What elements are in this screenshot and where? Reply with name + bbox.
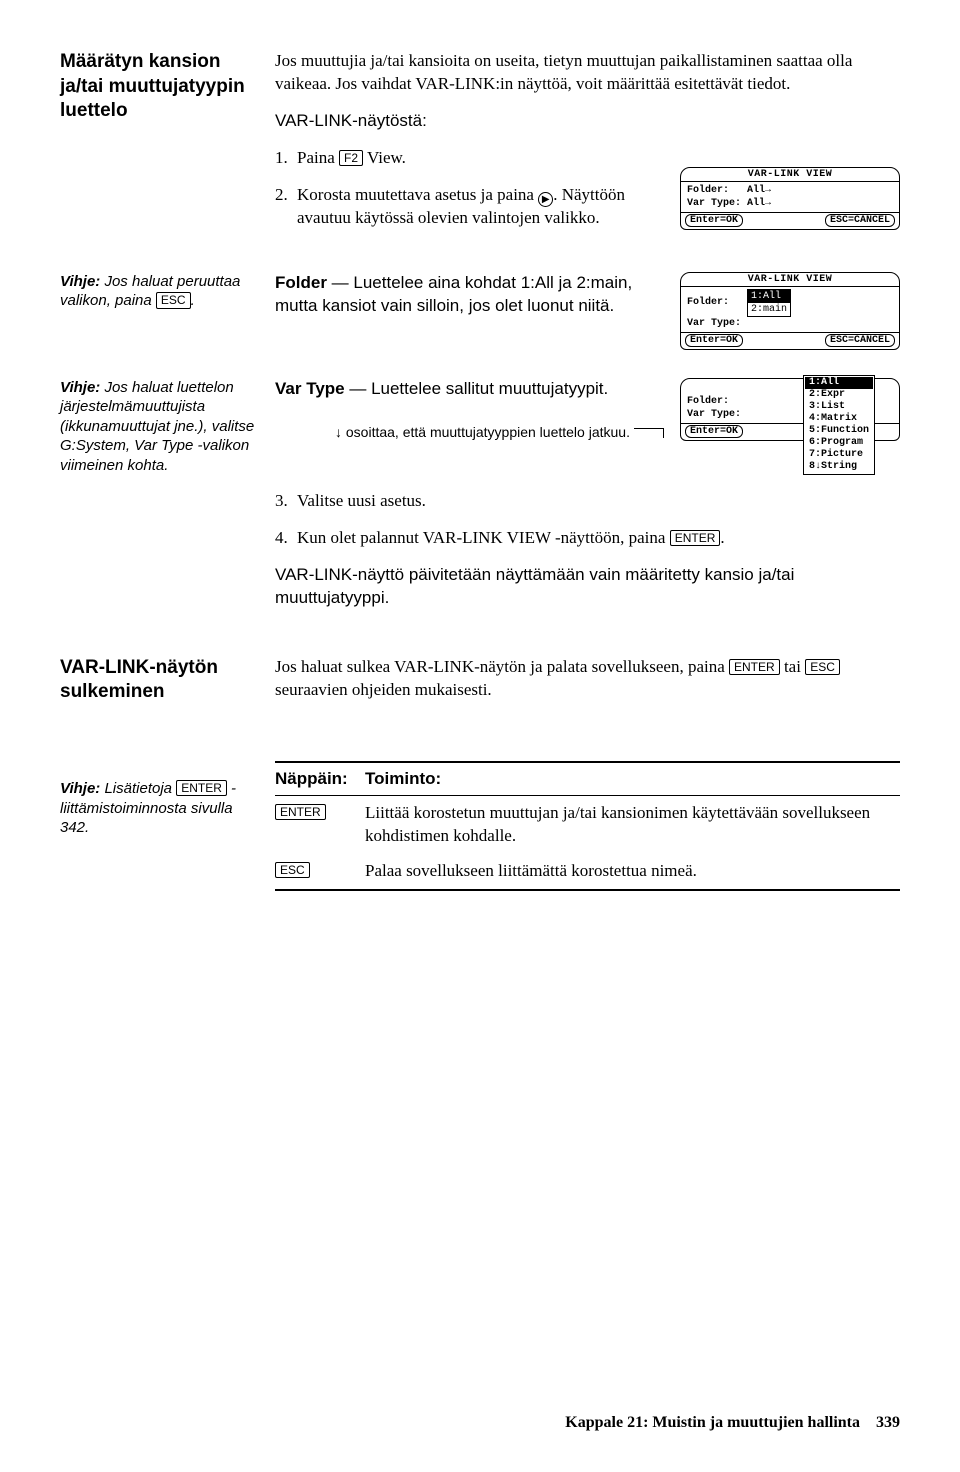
- folder-description: Folder — Luettelee aina kohdat 1:All ja …: [275, 272, 665, 318]
- calc-type-label: Var Type:: [687, 197, 747, 210]
- text-part: tai: [780, 657, 806, 676]
- vartype-text: — Luettelee sallitut muuttujatyypit.: [345, 379, 609, 398]
- dropdown-option-1: 1:All: [748, 290, 790, 303]
- section-heading: VAR-LINK-näytön sulkeminen: [60, 656, 260, 705]
- calculator-screen-3: VAR-LINK VIEW Folder: Var Type: Enter=OK…: [680, 378, 900, 478]
- calc-esc-button: ESC=CANCEL: [825, 214, 895, 227]
- calc-folder-value: All→: [747, 184, 771, 197]
- calc-type-label: Var Type:: [687, 408, 747, 421]
- step-2: Korosta muutettava asetus ja paina ▶. Nä…: [275, 184, 665, 230]
- enter-key-icon: ENTER: [670, 530, 721, 546]
- calculator-screen-2: VAR-LINK VIEW Folder: 1:All 2:main Var T…: [680, 272, 900, 350]
- table-row: ENTER Liittää korostetun muuttujan ja/ta…: [275, 796, 900, 854]
- dropdown-option: 8↓String: [805, 461, 873, 473]
- close-paragraph: Jos haluat sulkea VAR-LINK-näytön ja pal…: [275, 656, 900, 702]
- section-heading: Määrätyn kansion ja/tai muuttujatyypin l…: [60, 50, 260, 124]
- enter-key-icon: ENTER: [729, 659, 780, 675]
- calc-enter-button: Enter=OK: [685, 214, 743, 227]
- f2-key-icon: F2: [339, 150, 363, 166]
- dropdown-option: 1:All: [805, 377, 873, 389]
- enter-key-icon: ENTER: [176, 780, 227, 796]
- chapter-label: Kappale 21: Muistin ja muuttujien hallin…: [565, 1414, 860, 1431]
- step-text-after: View.: [363, 148, 406, 167]
- folder-text: — Luettelee aina kohdat 1:All ja 2:main,…: [275, 273, 632, 315]
- calc-folder-label: Folder:: [687, 184, 747, 197]
- table-header-row: Näppäin: Toiminto:: [275, 761, 900, 796]
- calc-folder-label: Folder:: [687, 296, 747, 309]
- calc-esc-button: ESC=CANCEL: [825, 334, 895, 347]
- calc-title: VAR-LINK VIEW: [681, 168, 899, 182]
- calc-type-label: Var Type:: [687, 317, 747, 330]
- table-cell-description: Liittää korostetun muuttujan ja/tai kans…: [365, 802, 900, 848]
- table-cell-description: Palaa sovellukseen liittämättä korostett…: [365, 860, 900, 883]
- vartype-description: Var Type — Luettelee sallitut muuttujaty…: [275, 378, 665, 401]
- steps-list-continued: Valitse uusi asetus. Kun olet palannut V…: [275, 490, 900, 550]
- arrow-continuation-note: ↓ osoittaa, että muuttujatyyppien luette…: [335, 423, 665, 441]
- after-steps-paragraph: VAR-LINK-näyttö päivitetään näyttämään v…: [275, 564, 900, 610]
- dropdown-option: 7:Picture: [805, 449, 873, 461]
- calc-enter-button: Enter=OK: [685, 334, 743, 347]
- connector-line-icon: [634, 428, 664, 429]
- calc-title: VAR-LINK VIEW: [681, 273, 899, 287]
- section-key-table: Vihje: Lisätietoja ENTER -liittämistoimi…: [60, 751, 900, 891]
- column-header-function: Toiminto:: [365, 769, 900, 789]
- calc-type-value: All→: [747, 197, 771, 210]
- right-arrow-key-icon: ▶: [538, 192, 553, 207]
- esc-key-icon: ESC: [275, 862, 310, 878]
- dropdown-option-2: 2:main: [748, 303, 790, 316]
- enter-key-icon: ENTER: [275, 804, 326, 820]
- hint-label: Vihje:: [60, 780, 100, 797]
- hint-system: Vihje: Jos haluat luettelon järjestelmäm…: [60, 378, 260, 476]
- text-part: Jos haluat sulkea VAR-LINK-näytön ja pal…: [275, 657, 729, 676]
- folder-bold: Folder: [275, 273, 327, 292]
- column-header-key: Näppäin:: [275, 769, 365, 789]
- step-4: Kun olet palannut VAR-LINK VIEW -näyttöö…: [275, 527, 900, 550]
- esc-key-icon: ESC: [156, 292, 191, 308]
- sub-heading: VAR-LINK-näytöstä:: [275, 110, 900, 133]
- calc-enter-button: Enter=OK: [685, 425, 743, 438]
- hint-label: Vihje:: [60, 273, 100, 290]
- vartype-row: Vihje: Jos haluat luettelon järjestelmäm…: [60, 378, 900, 610]
- page-footer: Kappale 21: Muistin ja muuttujien hallin…: [565, 1414, 900, 1432]
- section-folder-vartype-list: Määrätyn kansion ja/tai muuttujatyypin l…: [60, 50, 900, 244]
- dropdown-option: 2:Expr: [805, 389, 873, 401]
- dropdown-option: 3:List: [805, 401, 873, 413]
- calc-folder-label: Folder:: [687, 395, 747, 408]
- hint-text-end: .: [191, 292, 195, 309]
- hint-cancel: Vihje: Jos haluat peruuttaa valikon, pai…: [60, 272, 260, 311]
- hint-text: Lisätietoja: [100, 780, 176, 797]
- step-text: Kun olet palannut VAR-LINK VIEW -näyttöö…: [297, 528, 670, 547]
- intro-paragraph: Jos muuttujia ja/tai kansioita on useita…: [275, 50, 900, 96]
- step-text-end: .: [720, 528, 724, 547]
- vartype-dropdown: 1:All 2:Expr 3:List 4:Matrix 5:Function …: [803, 375, 875, 475]
- calculator-screen-1: VAR-LINK VIEW Folder:All→ Var Type:All→ …: [680, 167, 900, 230]
- section-close-varlink: VAR-LINK-näytön sulkeminen Jos haluat su…: [60, 656, 900, 705]
- step-text: Paina: [297, 148, 339, 167]
- folder-row: Vihje: Jos haluat peruuttaa valikon, pai…: [60, 272, 900, 350]
- esc-key-icon: ESC: [805, 659, 840, 675]
- step-text: Korosta muutettava asetus ja paina: [297, 185, 538, 204]
- hint-label: Vihje:: [60, 379, 100, 396]
- key-function-table: Näppäin: Toiminto: ENTER Liittää koroste…: [275, 761, 900, 891]
- steps-list: Paina F2 View. Korosta muutettava asetus…: [275, 147, 665, 230]
- step-3: Valitse uusi asetus.: [275, 490, 900, 513]
- hint-more-info: Vihje: Lisätietoja ENTER -liittämistoimi…: [60, 779, 260, 838]
- page-number: 339: [876, 1414, 900, 1431]
- table-row: ESC Palaa sovellukseen liittämättä koros…: [275, 854, 900, 891]
- dropdown-option: 6:Program: [805, 437, 873, 449]
- dropdown-option: 5:Function: [805, 425, 873, 437]
- arrow-note-text: ↓ osoittaa, että muuttujatyyppien luette…: [335, 424, 630, 440]
- vartype-bold: Var Type: [275, 379, 345, 398]
- text-part: seuraavien ohjeiden mukaisesti.: [275, 680, 492, 699]
- step-1: Paina F2 View.: [275, 147, 665, 170]
- dropdown-option: 4:Matrix: [805, 413, 873, 425]
- page-content: Määrätyn kansion ja/tai muuttujatyypin l…: [60, 50, 900, 919]
